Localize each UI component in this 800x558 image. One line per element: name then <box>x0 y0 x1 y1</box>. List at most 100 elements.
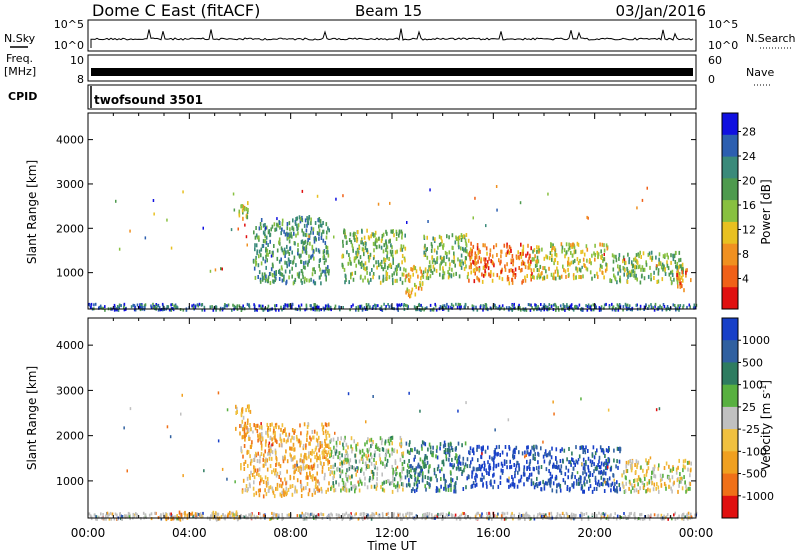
scatter-cell <box>139 305 141 309</box>
scatter-cell <box>317 456 320 461</box>
scatter-cell <box>619 278 621 283</box>
scatter-cell <box>493 463 495 468</box>
scatter-cell <box>260 422 262 426</box>
scatter-cell <box>215 515 218 519</box>
scatter-cell <box>626 280 629 284</box>
scatter-cell <box>269 423 272 427</box>
scatter-cell <box>483 475 485 480</box>
scatter-cell <box>623 272 625 277</box>
scatter-cell <box>296 514 299 518</box>
scatter-cell <box>486 260 489 265</box>
scatter-cell <box>593 486 596 491</box>
scatter-cell <box>285 432 287 437</box>
scatter-cell <box>273 270 276 275</box>
scatter-cell <box>600 448 603 453</box>
scatter-cell <box>89 303 91 307</box>
scatter-cell <box>591 276 593 281</box>
scatter-cell <box>576 257 579 262</box>
scatter-cell <box>532 453 535 458</box>
scatter-cell <box>334 451 337 456</box>
scatter-cell <box>441 517 443 521</box>
scatter-cell <box>214 511 217 516</box>
scatter-cell <box>660 513 663 517</box>
scatter-cell <box>365 513 368 516</box>
scatter-cell <box>484 449 487 454</box>
scatter-cell <box>406 287 409 292</box>
scatter-cell <box>566 513 569 517</box>
scatter-cell <box>424 514 427 518</box>
scatter-cell <box>301 459 303 464</box>
scatter-region-7 <box>531 241 609 281</box>
scatter-cell <box>458 262 461 267</box>
scatter-region-5 <box>404 440 470 494</box>
scatter-cell <box>194 305 197 309</box>
scatter-cell <box>574 249 577 254</box>
scatter-cell <box>605 481 607 485</box>
scatter-cell <box>564 269 567 274</box>
scatter-cell <box>636 277 638 282</box>
scatter-cell <box>242 515 245 518</box>
scatter-cell <box>619 275 621 280</box>
colorbar-swatch <box>722 362 738 386</box>
scatter-cell <box>552 462 555 467</box>
scatter-cell <box>396 465 399 469</box>
scatter-cell <box>104 308 106 312</box>
scatter-cell <box>572 458 574 462</box>
scatter-cell <box>583 262 585 267</box>
colorbar-tick-label: 25 <box>742 401 756 414</box>
scatter-cell <box>439 442 442 447</box>
scatter-cell <box>381 487 384 492</box>
scatter-cell <box>678 308 680 312</box>
scatter-cell <box>649 456 652 460</box>
scatter-cell <box>626 272 628 277</box>
scatter-cell <box>435 488 438 493</box>
scatter-cell <box>472 308 475 312</box>
scatter-cell <box>504 264 506 269</box>
scatter-cell <box>380 305 383 309</box>
scatter-cell <box>476 275 478 280</box>
scatter-cell <box>500 461 503 466</box>
scatter-cell <box>126 515 129 519</box>
scatter-cell <box>273 435 275 440</box>
scatter-cell <box>325 222 328 227</box>
scatter-cell <box>414 447 416 452</box>
scatter-cell <box>548 266 550 271</box>
scatter-cell <box>241 435 244 440</box>
scatter-cell <box>308 466 311 471</box>
scatter-cell <box>299 219 302 224</box>
scatter-cell <box>543 513 545 517</box>
scatter-cell <box>555 489 558 494</box>
scatter-cell <box>506 452 508 457</box>
scatter-cell <box>314 221 317 225</box>
scatter-cell <box>365 420 367 424</box>
scatter-cell <box>355 485 358 490</box>
scatter-cell <box>539 481 542 486</box>
scatter-cell <box>404 233 406 238</box>
scatter-cell <box>478 267 481 271</box>
scatter-cell <box>464 303 467 307</box>
scatter-cell <box>236 406 238 411</box>
scatter-cell <box>120 517 123 521</box>
scatter-cell <box>297 226 299 231</box>
scatter-cell <box>367 449 369 454</box>
scatter-cell <box>480 257 483 262</box>
scatter-cell <box>417 286 420 291</box>
scatter-cell <box>456 476 458 481</box>
scatter-cell <box>245 235 248 239</box>
scatter-cell <box>294 277 297 282</box>
scatter-cell <box>321 443 323 448</box>
scatter-cell <box>318 308 321 312</box>
scatter-cell <box>522 308 524 312</box>
scatter-cell <box>633 483 636 488</box>
scatter-cell <box>533 447 536 452</box>
scatter-cell <box>282 455 284 460</box>
scatter-cell <box>390 243 392 248</box>
scatter-cell <box>281 481 284 486</box>
scatter-cell <box>116 305 119 308</box>
scatter-cell <box>321 450 324 455</box>
scatter-cell <box>391 441 393 446</box>
scatter-cell <box>575 266 577 271</box>
scatter-cell <box>281 227 283 232</box>
scatter-cell <box>425 487 427 492</box>
scatter-cell <box>354 467 357 472</box>
